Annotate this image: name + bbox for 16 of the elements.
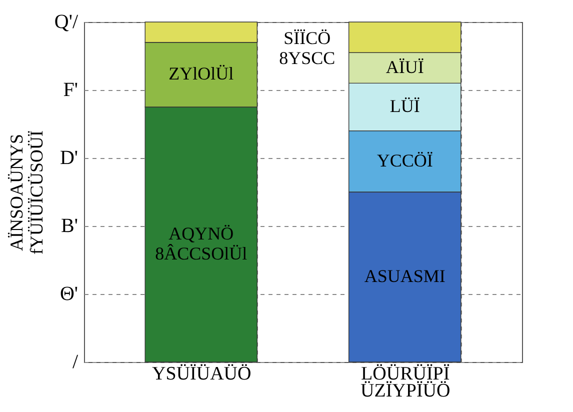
series-label: SÏÏCÖ 8YSCC: [279, 28, 336, 68]
x-tick-label: LÖÜRÜÏPÏ ÜZÏYPÏÜÖ: [360, 364, 450, 402]
series-label: LÜÏ: [390, 96, 420, 116]
series-label: ZYlOlÜl: [168, 64, 234, 84]
series-label: AQYNÖ 8ÂCCSOlÜl: [155, 224, 248, 264]
text: Q'/: [54, 11, 78, 33]
series-label: YCCÖÏ: [376, 150, 433, 170]
series-label: ASUASMI: [364, 266, 446, 286]
text: F': [63, 79, 78, 101]
text: Θ': [60, 283, 78, 305]
text: D': [60, 147, 78, 169]
series-label: AÏUÏ: [386, 56, 424, 77]
x-tick-label: YSÜÏÜAÜÖ: [152, 364, 252, 384]
text: B': [61, 215, 78, 237]
y-axis-title: AÏNSOAÜNYS fYÜÏÜÏCÜSOÜÏ: [6, 130, 46, 254]
text: /: [72, 351, 78, 373]
